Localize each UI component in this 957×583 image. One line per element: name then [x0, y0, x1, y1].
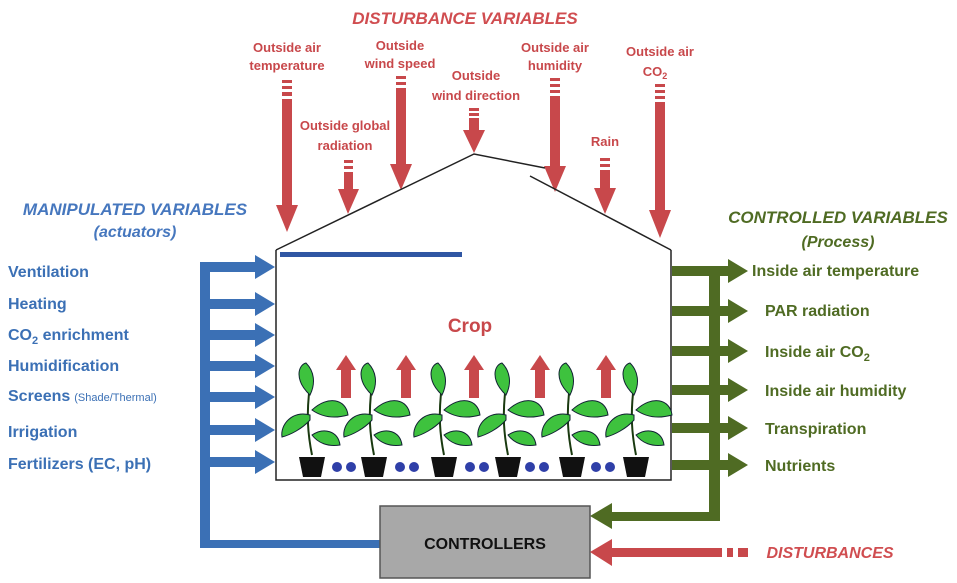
manip-arrow — [205, 385, 275, 409]
dist-label-global-radiation: Outside global — [300, 118, 390, 133]
ctrl-arrow — [672, 416, 748, 440]
dist-arrow-wind-direction — [463, 108, 485, 153]
dist-arrow-air-temperature — [276, 80, 298, 232]
crop-label: Crop — [448, 316, 492, 337]
manipulated-list: Ventilation Heating CO2 enrichment Humid… — [8, 264, 157, 473]
nutrient-dot — [525, 462, 535, 472]
plant-pot — [342, 362, 411, 478]
ctrl-nutrients: Nutrients — [765, 458, 835, 475]
manip-arrow — [205, 255, 275, 279]
ctrl-inside-air-humidity: Inside air humidity — [765, 383, 906, 400]
manip-vertical-bus — [200, 262, 210, 548]
nutrient-dot — [539, 462, 549, 472]
greenhouse-roof-left — [275, 153, 546, 251]
crop-up-arrow — [464, 355, 484, 398]
dist-arrow-rain — [594, 158, 616, 214]
dist-label-wind-speed-2: wind speed — [364, 56, 436, 71]
manip-ventilation: Ventilation — [8, 264, 89, 281]
crop-up-arrow — [596, 355, 616, 398]
manip-humidification: Humidification — [8, 358, 119, 375]
ctrl-arrow — [672, 378, 748, 402]
greenhouse-walls — [275, 250, 672, 481]
crop-up-arrow — [530, 355, 550, 398]
controlled-arrows — [590, 259, 748, 529]
disturbance-heading: DISTURBANCE VARIABLES — [352, 9, 578, 28]
dist-label-wind-speed: Outside — [376, 38, 424, 53]
dist-label-air-humidity-2: humidity — [528, 58, 583, 73]
dist-label-wind-direction: Outside — [452, 68, 500, 83]
dist-label-global-radiation-2: radiation — [318, 138, 373, 153]
plant-pot — [476, 362, 545, 478]
nutrient-dot — [409, 462, 419, 472]
manip-arrow — [205, 354, 275, 378]
manip-fertilizers: Fertilizers (EC, pH) — [8, 456, 151, 473]
greenhouse — [275, 153, 672, 481]
dist-label-air-temperature-2: temperature — [249, 58, 324, 73]
controllers-label: CONTROLLERS — [424, 536, 546, 553]
nutrient-dot — [332, 462, 342, 472]
dist-label-air-humidity: Outside air — [521, 40, 589, 55]
ctrl-feedback-line — [612, 512, 720, 521]
manipulated-heading: MANIPULATED VARIABLES — [23, 200, 248, 219]
manip-arrow — [205, 292, 275, 316]
ctrl-feedback-arrowhead — [590, 503, 612, 529]
nutrient-dot — [591, 462, 601, 472]
manip-screens: Screens (Shade/Thermal) — [8, 388, 157, 405]
plant-pot — [280, 362, 349, 478]
dist-arrow-air-humidity — [544, 78, 566, 192]
ctrl-arrow — [672, 299, 748, 323]
nutrient-dots — [332, 462, 615, 472]
disturbances-arrow — [590, 539, 748, 566]
manip-co2-enrichment: CO2 enrichment — [8, 327, 129, 347]
nutrient-dot — [395, 462, 405, 472]
nutrient-dot — [465, 462, 475, 472]
ctrl-arrow — [672, 259, 748, 283]
dist-label-air-co2: Outside air — [626, 44, 694, 59]
controlled-list: Inside air temperature PAR radiation Ins… — [752, 263, 919, 475]
nutrient-dot — [346, 462, 356, 472]
crop-transpiration-arrows — [336, 355, 616, 398]
disturbances-label: DISTURBANCES — [766, 545, 893, 562]
controlled-subheading: (Process) — [802, 234, 875, 251]
manipulated-subheading: (actuators) — [94, 224, 177, 241]
dist-arrow-air-co2 — [649, 84, 671, 238]
ctrl-inside-air-co2: Inside air CO2 — [765, 344, 870, 364]
ctrl-par-radiation: PAR radiation — [765, 303, 870, 320]
greenhouse-roof-right — [529, 175, 672, 251]
controlled-heading: CONTROLLED VARIABLES — [728, 208, 948, 227]
manipulated-arrows — [200, 255, 380, 548]
screen-bar — [280, 252, 462, 257]
ctrl-inside-air-temperature: Inside air temperature — [752, 263, 919, 280]
disturbance-arrows — [276, 76, 671, 238]
dist-arrow-global-radiation — [338, 160, 359, 214]
manip-feedback-line — [200, 540, 380, 548]
nutrient-dot — [605, 462, 615, 472]
disturbance-labels: Outside air temperature Outside global r… — [249, 38, 694, 153]
manip-arrow — [205, 418, 275, 442]
dist-label-air-temperature: Outside air — [253, 40, 321, 55]
ctrl-transpiration: Transpiration — [765, 421, 866, 438]
manip-heating: Heating — [8, 296, 67, 313]
controllers-box: CONTROLLERS — [379, 505, 591, 579]
dist-arrow-wind-speed — [390, 76, 412, 190]
plant-pot — [540, 362, 609, 478]
ctrl-arrow — [672, 339, 748, 363]
dist-label-rain: Rain — [591, 134, 619, 149]
dist-label-air-co2-2: CO2 — [643, 64, 668, 81]
dist-label-wind-direction-2: wind direction — [431, 88, 520, 103]
manip-arrow — [205, 450, 275, 474]
ctrl-arrow — [672, 453, 748, 477]
manip-irrigation: Irrigation — [8, 424, 77, 441]
plant-pot — [604, 362, 673, 478]
manip-arrow — [205, 323, 275, 347]
crop-up-arrow — [396, 355, 416, 398]
nutrient-dot — [479, 462, 489, 472]
crop-up-arrow — [336, 355, 356, 398]
